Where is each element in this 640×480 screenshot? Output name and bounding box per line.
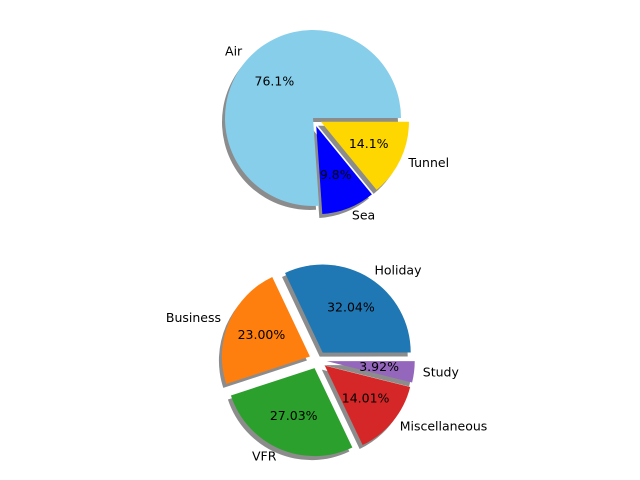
transport-pie-chart: Air 76.1% Sea 9.8% Tunnel 14.1% [222, 30, 449, 223]
slice-percent-vfr: 27.03% [270, 408, 318, 423]
purpose-pie-chart: Holiday 32.04% Business 23.00% VFR 27.03% Misc… [166, 262, 487, 463]
slice-label-study: Study [423, 365, 460, 380]
slice-label-sea: Sea [352, 208, 375, 223]
pie-slice-study [326, 361, 415, 383]
slice-label-business: Business [166, 310, 221, 325]
slice-percent-air: 76.1% [255, 74, 295, 89]
pie-slice-sea [316, 126, 372, 214]
slice-percent-miscellaneous: 14.01% [342, 391, 390, 406]
pie-slice-business [221, 277, 310, 384]
slice-percent-tunnel: 14.1% [349, 136, 389, 151]
slice-percent-study: 3.92% [359, 359, 399, 374]
slice-percent-business: 23.00% [238, 327, 286, 342]
slice-label-air: Air [225, 44, 243, 59]
slice-label-tunnel: Tunnel [407, 155, 449, 170]
slice-label-vfr: VFR [252, 449, 277, 464]
pie-slice-air [225, 30, 401, 207]
slice-percent-sea: 9.8% [320, 167, 352, 182]
pie-slice-vfr [230, 368, 353, 457]
pie-slice-tunnel [320, 121, 409, 190]
slice-label-miscellaneous: Miscellaneous [400, 418, 488, 433]
pie-slice-miscellaneous [324, 365, 411, 446]
slice-label-holiday: Holiday [375, 262, 423, 277]
pie-slice-holiday [285, 264, 411, 353]
slice-percent-holiday: 32.04% [327, 299, 375, 314]
